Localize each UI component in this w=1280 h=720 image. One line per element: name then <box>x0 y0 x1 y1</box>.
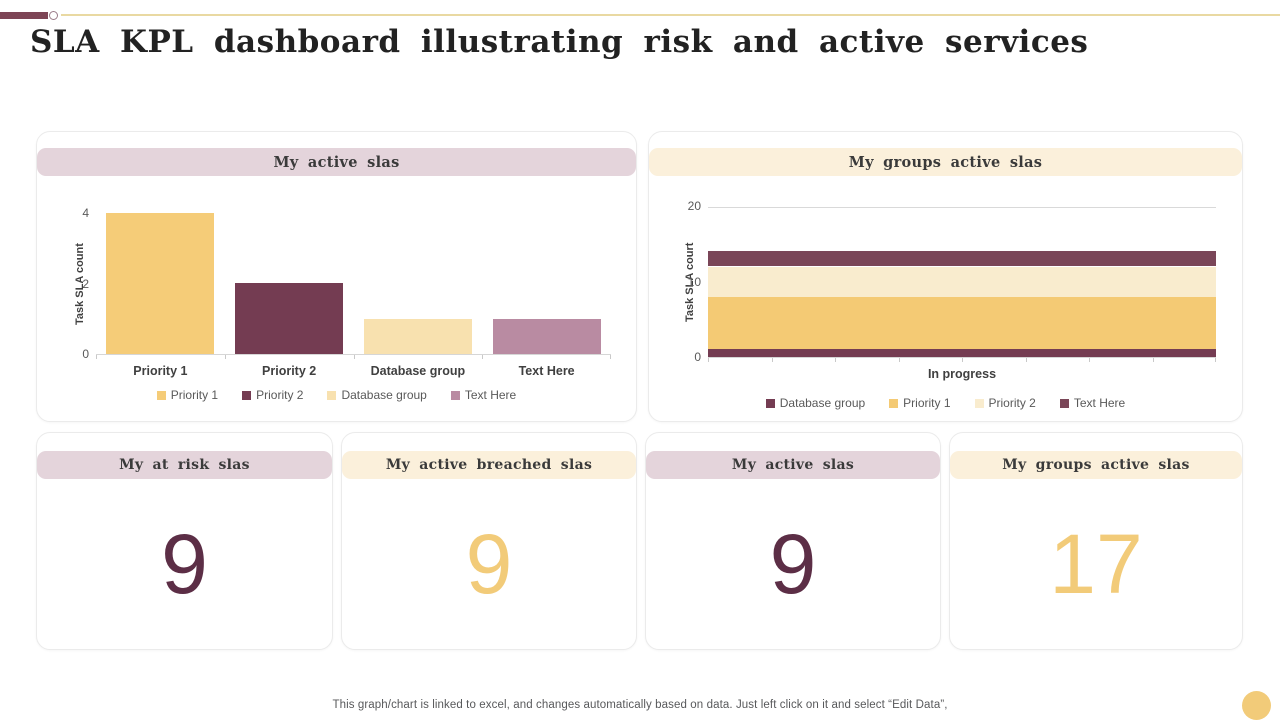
groups-active-slas-card-title: My groups active slas <box>848 153 1043 171</box>
active-slas-plot-area[interactable] <box>96 213 611 359</box>
legend-item-priority-2: Priority 2 <box>974 396 1036 410</box>
x-axis-tick <box>962 358 963 362</box>
groups-active-slas-card-header: My groups active slas <box>649 148 1242 176</box>
legend-label: Priority 2 <box>256 388 304 402</box>
legend-item-database-group: Database group <box>327 388 427 402</box>
groups-active-slas-chart-card: My groups active slas Task SLA court Dat… <box>648 131 1243 422</box>
legend-swatch <box>974 398 984 408</box>
kpi-value: 17 <box>1049 516 1143 611</box>
bar-text-here <box>492 319 601 354</box>
y-tick-label: 0 <box>694 350 701 364</box>
legend-swatch <box>889 398 899 408</box>
kpi-header: My active breached slas <box>342 451 636 479</box>
groups-active-slas-plot-area[interactable] <box>708 207 1216 362</box>
kpi-card-active-slas: My active slas 9 <box>645 432 941 650</box>
top-accent-line <box>61 14 1280 16</box>
legend-swatch <box>450 390 460 400</box>
x-axis-tick <box>353 355 355 359</box>
legend-label: Database group <box>341 388 427 402</box>
x-axis-tick <box>899 358 900 362</box>
bar-database-group <box>363 319 472 354</box>
x-axis-tick <box>708 358 709 362</box>
kpi-title: My active breached slas <box>385 457 593 473</box>
legend-label: Database group <box>779 396 866 410</box>
kpi-title: My groups active slas <box>1002 457 1190 473</box>
page-title: SLA KPL dashboard illustrating risk and … <box>30 24 1089 60</box>
x-axis-tick <box>1026 358 1027 362</box>
kpi-header: My active slas <box>646 451 940 479</box>
x-axis-tick <box>482 355 484 359</box>
legend-label: Text Here <box>464 388 517 402</box>
x-axis-tick <box>1089 358 1090 362</box>
x-axis-tick <box>835 358 836 362</box>
stack-segment-priority-1 <box>708 296 1216 349</box>
active-slas-card-header: My active slas <box>37 148 636 176</box>
kpi-header: My groups active slas <box>950 451 1242 479</box>
stack-segment-database-group <box>708 349 1216 357</box>
kpi-card-active-breached-slas: My active breached slas 9 <box>341 432 637 650</box>
x-axis-tick <box>1153 358 1154 362</box>
legend-item-priority-2: Priority 2 <box>242 388 303 402</box>
active-slas-legend: Priority 1 Priority 2 Database group Text H… <box>37 388 636 402</box>
active-slas-card-title: My active slas <box>273 153 400 171</box>
legend-swatch <box>242 390 252 400</box>
y-tick-label: 0 <box>82 347 89 361</box>
kpi-value: 9 <box>465 516 513 611</box>
legend-item-priority-1: Priority 1 <box>889 396 951 410</box>
legend-label: Priority 1 <box>170 388 219 402</box>
footer-note: This graph/chart is linked to excel, and… <box>332 699 948 711</box>
kpi-card-at-risk-slas: My at risk slas 9 <box>36 432 333 650</box>
legend-item-priority-1: Priority 1 <box>156 388 219 402</box>
stack-segment-priority-2 <box>708 267 1216 297</box>
legend-swatch <box>327 390 337 400</box>
y-tick-label: 2 <box>82 276 89 291</box>
kpi-value: 9 <box>161 516 208 611</box>
x-axis-tick <box>96 355 97 359</box>
legend-swatch <box>156 390 166 400</box>
top-accent-bar <box>0 12 48 19</box>
x-axis-tick <box>610 355 611 359</box>
bottom-right-accent-circle <box>1242 691 1271 720</box>
kpi-title: My active slas <box>731 457 855 473</box>
kpi-value: 9 <box>769 516 817 611</box>
active-slas-chart-card: My active slas Task SLA count Priority 1… <box>36 131 637 422</box>
x-category-label: Database group <box>370 364 466 378</box>
legend-label: Priority 2 <box>988 396 1036 410</box>
legend-item-database-group: Database group <box>765 396 866 410</box>
bar-priority-1 <box>106 213 215 354</box>
x-category-label: Priority 2 <box>262 364 317 378</box>
legend-label: Text Here <box>1073 396 1126 410</box>
x-axis-tick <box>224 355 226 359</box>
y-tick-label: 20 <box>687 199 701 213</box>
kpi-card-groups-active-slas: My groups active slas 17 <box>949 432 1243 650</box>
bar-priority-2 <box>235 283 344 354</box>
top-accent-circle <box>49 10 58 20</box>
kpi-header: My at risk slas <box>37 451 332 479</box>
stack-segment-text-here <box>708 251 1216 266</box>
legend-label: Priority 1 <box>903 396 951 410</box>
y-tick-label: 10 <box>687 274 701 289</box>
legend-item-text-here: Text Here <box>1059 396 1126 410</box>
legend-item-text-here: Text Here <box>450 388 517 402</box>
x-axis-tick <box>1215 358 1216 362</box>
legend-swatch <box>765 398 775 408</box>
x-category-label: In progress <box>927 367 997 381</box>
groups-active-slas-legend: Database group Priority 1 Priority 2 Text H… <box>649 396 1242 410</box>
kpi-title: My at risk slas <box>119 457 250 473</box>
x-category-label: Text Here <box>518 364 575 378</box>
y-tick-label: 4 <box>82 206 89 220</box>
legend-swatch <box>1059 398 1069 408</box>
x-axis-tick <box>772 358 773 362</box>
x-category-label: Priority 1 <box>133 364 188 378</box>
